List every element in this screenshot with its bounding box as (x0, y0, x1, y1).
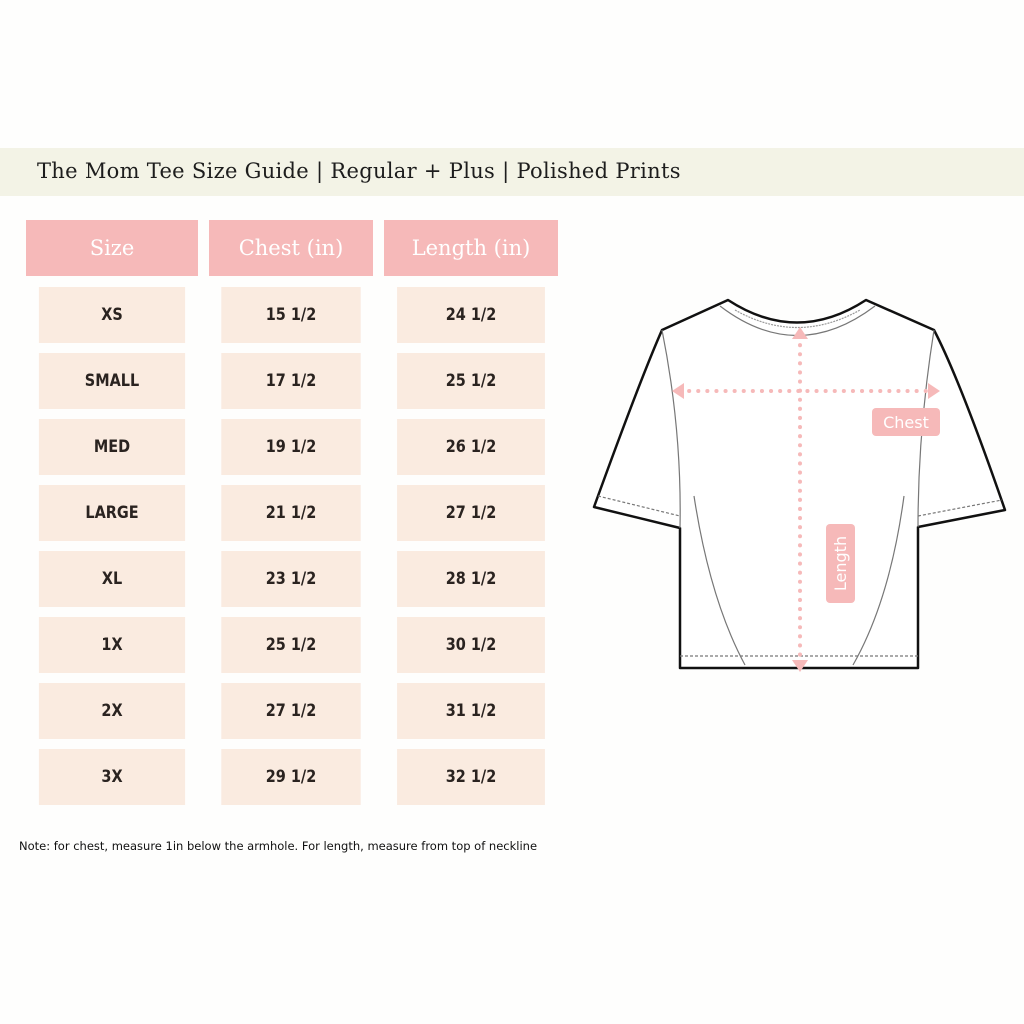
arrow-right-icon (928, 383, 940, 399)
table-cell: 19 1/2 (221, 419, 361, 475)
right-side-shade (852, 495, 905, 666)
table-cell: 32 1/2 (397, 749, 545, 805)
left-armhole (661, 329, 681, 529)
length-label: Length (831, 535, 850, 592)
column-header: Size (26, 220, 198, 276)
table-cell: SMALL (38, 353, 186, 409)
table-cell: MED (38, 419, 186, 475)
table-cell: 2X (38, 683, 186, 739)
table-cell: XS (38, 287, 186, 343)
table-cell: 27 1/2 (397, 485, 545, 541)
table-cell: LARGE (38, 485, 186, 541)
column-header: Length (in) (384, 220, 558, 276)
table-cell: 3X (38, 749, 186, 805)
table-cell: XL (38, 551, 186, 607)
arrow-down-icon (792, 660, 808, 672)
title-banner: The Mom Tee Size Guide | Regular + Plus … (0, 148, 1024, 196)
page-title: The Mom Tee Size Guide | Regular + Plus … (37, 159, 681, 183)
arrow-left-icon (672, 383, 684, 399)
chest-badge: Chest (872, 408, 940, 436)
column-header: Chest (in) (209, 220, 373, 276)
right-sleeve-hem (917, 499, 1003, 517)
table-cell: 21 1/2 (221, 485, 361, 541)
table-cell: 29 1/2 (221, 749, 361, 805)
chest-label: Chest (883, 412, 929, 432)
table-cell: 15 1/2 (221, 287, 361, 343)
table-cell: 23 1/2 (221, 551, 361, 607)
table-cell: 25 1/2 (397, 353, 545, 409)
table-cell: 26 1/2 (397, 419, 545, 475)
left-side-shade (693, 495, 746, 666)
table-cell: 27 1/2 (221, 683, 361, 739)
neck-inner (734, 309, 861, 329)
measurement-note: Note: for chest, measure 1in below the a… (19, 839, 538, 853)
table-cell: 1X (38, 617, 186, 673)
left-sleeve-hem (597, 495, 681, 517)
table-cell: 28 1/2 (397, 551, 545, 607)
arrow-up-icon (792, 327, 808, 339)
table-cell: 30 1/2 (397, 617, 545, 673)
table-cell: 24 1/2 (397, 287, 545, 343)
length-badge: Length (826, 524, 855, 603)
table-cell: 25 1/2 (221, 617, 361, 673)
table-cell: 17 1/2 (221, 353, 361, 409)
table-cell: 31 1/2 (397, 683, 545, 739)
